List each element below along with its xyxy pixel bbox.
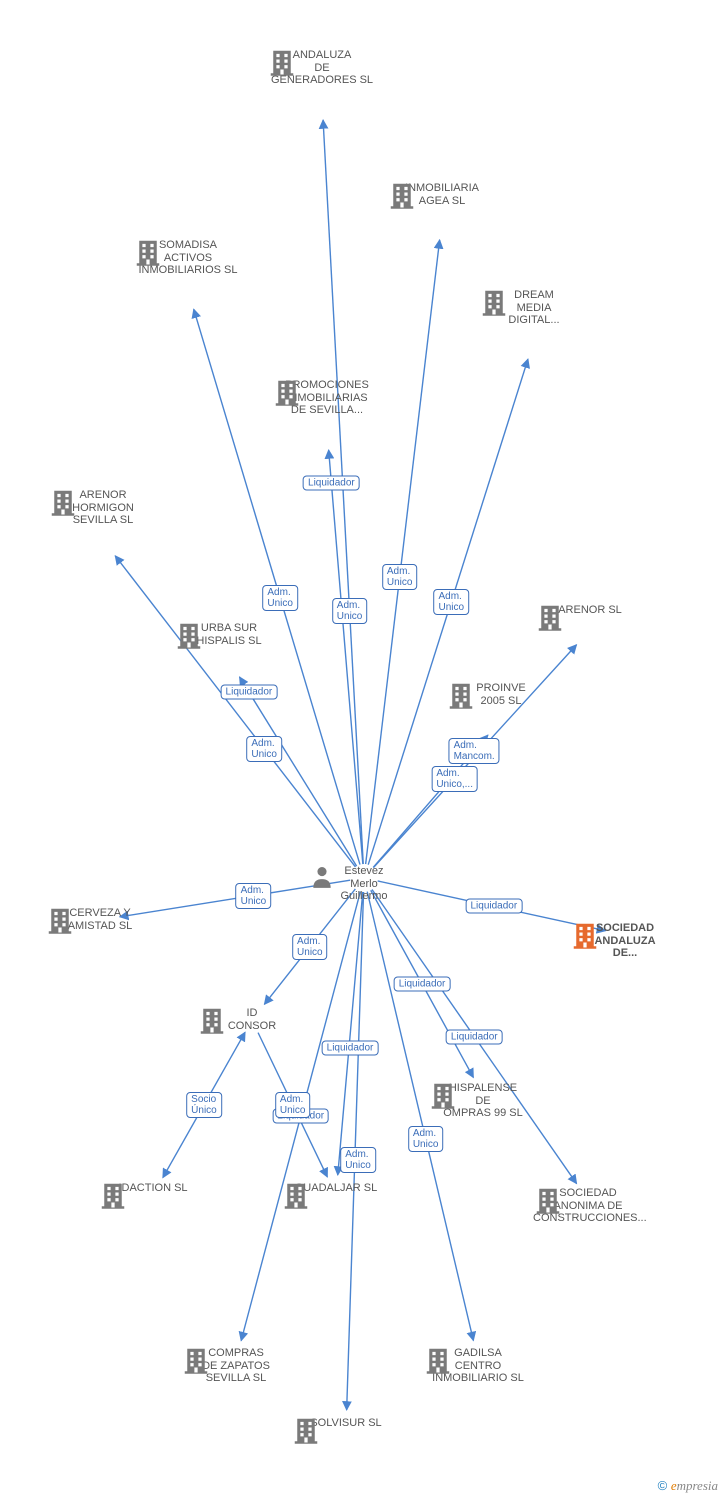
edge-label: Adm. Unico xyxy=(262,585,298,611)
edge-label: Adm. Unico xyxy=(246,736,282,762)
edge-label: Liquidador xyxy=(322,1041,379,1056)
edge-label: Adm. Mancom. xyxy=(449,738,500,764)
edge-label: Adm. Unico xyxy=(382,564,418,590)
edge-label: Adm. Unico xyxy=(433,589,469,615)
edge-label: Adm. Unico xyxy=(236,883,272,909)
edge-label: Liquidador xyxy=(221,685,278,700)
copyright-symbol: © xyxy=(658,1478,668,1493)
edge-label: Liquidador xyxy=(303,476,360,491)
edges-layer xyxy=(0,0,728,1500)
edge-label: Adm. Unico xyxy=(275,1092,311,1118)
edge-label: Socio Único xyxy=(186,1092,222,1118)
edge-label: Adm. Unico xyxy=(332,598,368,624)
footer: © empresia xyxy=(658,1478,718,1494)
edge-label: Adm. Unico,... xyxy=(431,766,478,792)
edge-label: Liquidador xyxy=(394,976,451,991)
edge-label: Liquidador xyxy=(465,899,522,914)
edge-label: Adm. Unico xyxy=(408,1126,444,1152)
edge-label: Liquidador xyxy=(446,1029,503,1044)
brand-rest: mpresia xyxy=(677,1478,718,1493)
network-diagram: ANDALUZADEGENERADORES SL INMOBILIARIAAGE… xyxy=(0,0,728,1500)
edge-label: Adm. Unico xyxy=(292,934,328,960)
edge-label: Adm. Unico xyxy=(340,1147,376,1173)
